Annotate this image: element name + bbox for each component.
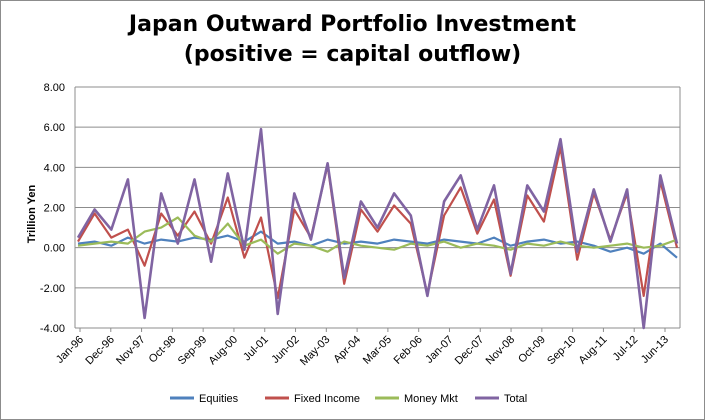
x-tick-label: Nov-08 [484,334,518,368]
y-axis-label: Trillion Yen [26,184,38,243]
series-line-total [76,127,679,330]
x-tick-label: Apr-04 [331,334,363,366]
chart-title-line-2: (positive = capital outflow) [183,42,522,67]
x-tick-label: Oct-09 [516,334,548,366]
x-tick-label: Jan-07 [423,334,455,366]
x-tick-label: Jun-02 [269,334,301,366]
x-tick-label: Aug-11 [577,334,610,367]
x-tick-label: Jul-12 [611,334,641,364]
y-tick-label: -4.00 [40,323,65,335]
legend-label: Total [504,393,527,405]
y-tick-label: -2.00 [40,283,65,295]
x-tick-label: Dec-07 [453,334,487,368]
y-tick-label: 0.00 [44,243,65,255]
y-tick-label: 2.00 [44,203,65,215]
x-tick-label: Oct-98 [147,334,179,366]
y-tick-label: 8.00 [44,82,65,94]
y-tick-label: 4.00 [44,162,65,174]
y-tick-label: 6.00 [44,122,65,134]
x-tick-label: Jun-13 [639,334,671,366]
x-tick-label: Sep-10 [545,334,579,368]
x-tick-label: Feb-06 [392,334,425,367]
x-tick-label: Dec-96 [83,334,117,368]
legend: Equities Fixed Income Money Mkt Total [170,393,527,405]
x-tick-label: May-03 [298,334,332,368]
x-tick-label: Aug-00 [206,334,240,368]
x-tick-label: Sep-99 [176,334,210,368]
chart-title: Japan Outward Portfolio Investment (posi… [0,10,705,70]
x-tick-label: Nov-97 [114,334,148,368]
x-tick-label: Mar-05 [361,334,394,367]
legend-label: Fixed Income [294,393,360,405]
series-line-fixed-income [77,146,679,299]
x-tick-label: Jul-01 [241,334,271,364]
legend-label: Equities [199,393,239,405]
chart-title-line-1: Japan Outward Portfolio Investment [128,12,577,37]
series-lines [76,127,679,330]
legend-label: Money Mkt [404,393,458,405]
y-axis-ticks: -4.00 -2.00 0.00 2.00 4.00 6.00 8.00 [40,82,65,335]
x-tick-label: Jan-96 [54,334,86,366]
series-line-equities [77,230,678,259]
